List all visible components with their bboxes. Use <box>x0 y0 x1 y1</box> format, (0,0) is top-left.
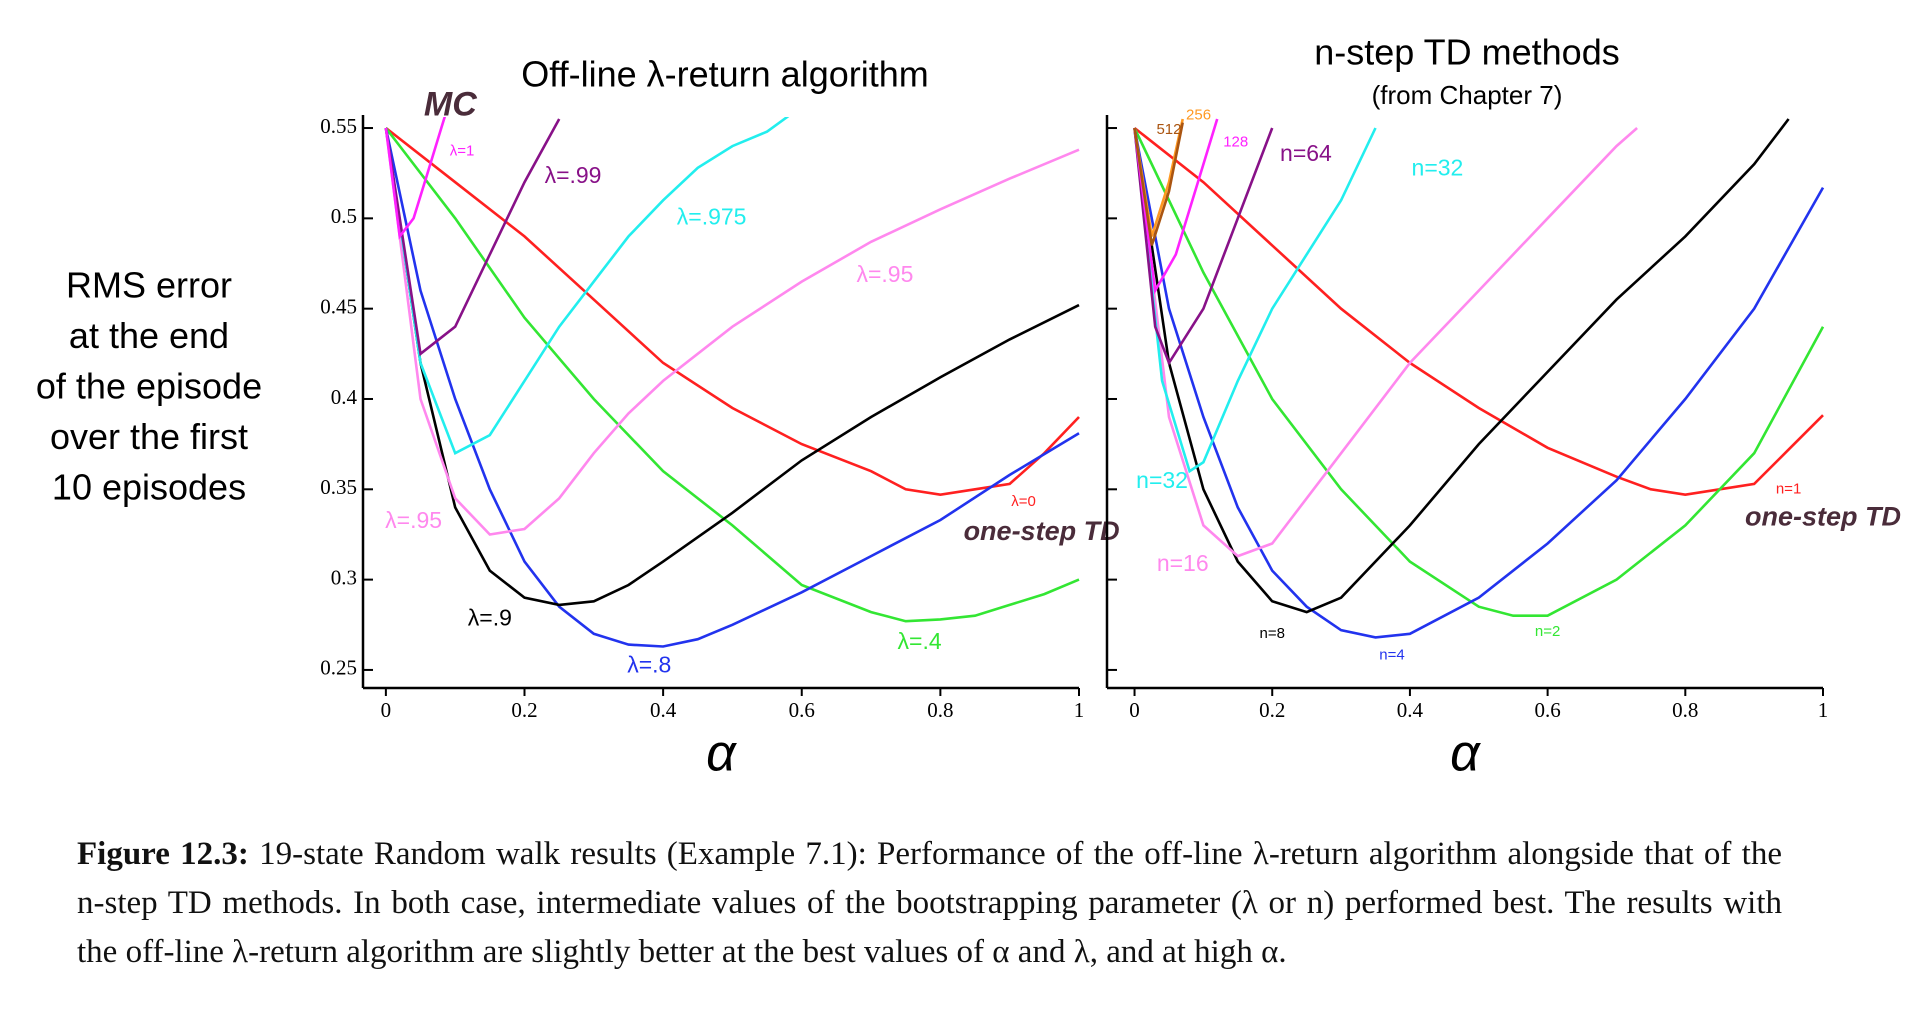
curve-label: λ=.4 <box>898 628 942 654</box>
y-axis-label: over the first <box>50 416 248 457</box>
curve <box>1133 127 1825 639</box>
chart-subtitle: (from Chapter 7) <box>1372 80 1563 110</box>
curve-label: λ=.99 <box>545 162 602 188</box>
curve <box>1133 122 1184 246</box>
x-tick-label: 0.2 <box>1259 698 1285 722</box>
caption-label: Figure 12.3: <box>77 836 249 872</box>
x-axis-label: α <box>706 725 737 783</box>
y-tick-label: 0.35 <box>320 475 357 499</box>
curve <box>1133 127 1274 366</box>
x-axis-label: α <box>1450 725 1481 783</box>
chart-title: n-step TD methods <box>1314 32 1619 73</box>
curve <box>1133 127 1825 617</box>
curve-label: n=4 <box>1379 646 1404 663</box>
caption: Figure 12.3: 19-state Random walk result… <box>77 830 1782 977</box>
x-tick-label: 0.8 <box>927 698 953 722</box>
x-tick-label: 0.2 <box>511 698 537 722</box>
curve-label: n=1 <box>1776 480 1801 497</box>
curve-label: 256 <box>1186 106 1211 123</box>
curve-label: n=8 <box>1260 625 1285 642</box>
curve <box>1133 127 1377 474</box>
handwritten-note: one-step TD <box>964 516 1120 546</box>
x-tick-label: 0.8 <box>1672 698 1698 722</box>
curve-label: λ=.95 <box>385 507 442 533</box>
curve-label: n=32 <box>1136 467 1188 493</box>
x-tick-label: 1 <box>1074 698 1085 722</box>
curve <box>384 127 1080 623</box>
chart-title: Off-line λ-return algorithm <box>521 54 928 95</box>
curve-label: λ=.975 <box>677 203 747 229</box>
x-tick-label: 0.6 <box>789 698 815 722</box>
curve <box>384 117 447 240</box>
curve-label: n=2 <box>1535 623 1560 640</box>
figure: Off-line λ-return algorithm α RMS error at … <box>36 32 1901 783</box>
y-tick-label: 0.3 <box>331 565 357 589</box>
y-tick-label: 0.45 <box>320 294 357 318</box>
curve <box>384 118 561 357</box>
curve-label: λ=1 <box>450 142 475 159</box>
curve-label: 512 <box>1156 121 1181 138</box>
y-tick-label: 0.5 <box>331 204 357 228</box>
curves <box>1133 118 1825 639</box>
curves <box>384 117 1080 648</box>
y-tick-label: 0.4 <box>331 385 358 409</box>
curve-label: n=32 <box>1412 155 1464 181</box>
x-tick-label: 1 <box>1818 698 1829 722</box>
curve <box>384 127 1080 607</box>
x-tick-label: 0.4 <box>650 698 677 722</box>
curve-label: λ=.95 <box>856 261 913 287</box>
curve <box>1133 127 1638 558</box>
x-tick-label: 0 <box>1129 698 1140 722</box>
curve <box>1133 118 1219 295</box>
y-tick-label: 0.25 <box>320 656 357 680</box>
curve <box>1133 118 1790 614</box>
y-axis-label: of the episode <box>36 366 262 407</box>
curve <box>384 127 1080 536</box>
curve <box>385 126 1080 497</box>
curve <box>1133 126 1824 497</box>
caption-text: 19-state Random walk results (Example 7.… <box>77 836 1782 970</box>
y-axis-label: at the end <box>69 315 229 356</box>
x-tick-label: 0 <box>381 698 392 722</box>
handwritten-note: one-step TD <box>1745 501 1901 531</box>
y-tick-label: 0.55 <box>320 114 357 138</box>
x-tick-label: 0.6 <box>1534 698 1560 722</box>
curve-label: λ=.9 <box>468 604 512 630</box>
y-axis-label: RMS error <box>66 265 232 306</box>
handwritten-note: MC <box>424 85 477 123</box>
curve <box>384 117 790 456</box>
y-axis-label: 10 episodes <box>52 467 246 508</box>
curve-label: n=16 <box>1157 550 1209 576</box>
x-tick-label: 0.4 <box>1397 698 1424 722</box>
curve-label: λ=.8 <box>627 651 671 677</box>
curve-label: 128 <box>1223 133 1248 150</box>
curve-label: n=64 <box>1280 140 1332 166</box>
curve-label: λ=0 <box>1011 493 1036 510</box>
